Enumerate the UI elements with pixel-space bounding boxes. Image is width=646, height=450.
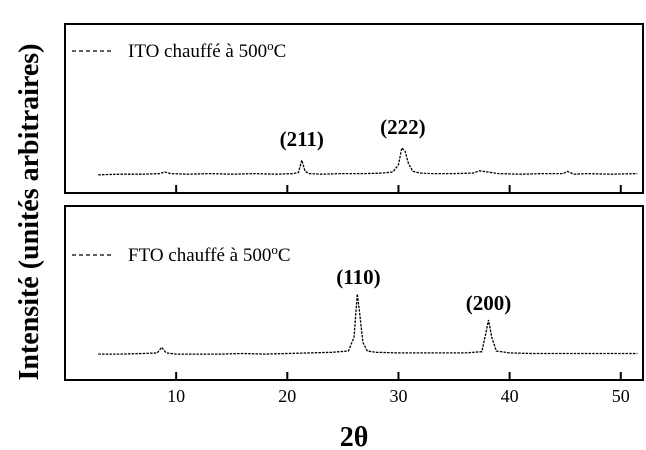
x-tick-label: 20 — [278, 386, 296, 406]
x-tick-labels: 10 20 30 40 50 — [167, 386, 630, 406]
x-tick-label: 40 — [501, 386, 519, 406]
fto-panel-ticks — [175, 372, 622, 380]
fto-legend-label: FTO chauffé à 500oC — [128, 242, 291, 266]
x-tick-label: 10 — [167, 386, 185, 406]
ito-legend-text: ITO chauffé à 500 — [128, 41, 267, 62]
x-axis-label: 2θ — [340, 422, 369, 450]
ito-legend-label: ITO chauffé à 500oC — [128, 38, 286, 62]
fto-series-line — [98, 293, 638, 355]
ito-panel-frame — [64, 23, 644, 194]
fto-legend-unit: C — [278, 245, 291, 266]
fto-legend-degree: o — [271, 242, 278, 257]
peak-label-110: (110) — [336, 265, 380, 289]
x-tick-label: 30 — [389, 386, 407, 406]
ito-panel-ticks — [175, 185, 622, 193]
ito-panel: ITO chauffé à 500oC (211) (222) — [64, 23, 644, 194]
x-tick-label: 50 — [612, 386, 630, 406]
peak-label-200: (200) — [466, 291, 512, 315]
peak-label-222: (222) — [380, 115, 426, 139]
ito-legend-unit: C — [274, 41, 287, 62]
fto-panel: FTO chauffé à 500oC (110) (200) — [64, 205, 644, 381]
fto-panel-frame — [64, 205, 644, 381]
fto-legend-text: FTO chauffé à 500 — [128, 245, 271, 266]
y-axis-label: Intensité (unités arbitraires) — [14, 44, 45, 381]
ito-legend-degree: o — [267, 38, 274, 53]
ito-series-line — [98, 146, 638, 176]
peak-label-211: (211) — [280, 127, 324, 151]
